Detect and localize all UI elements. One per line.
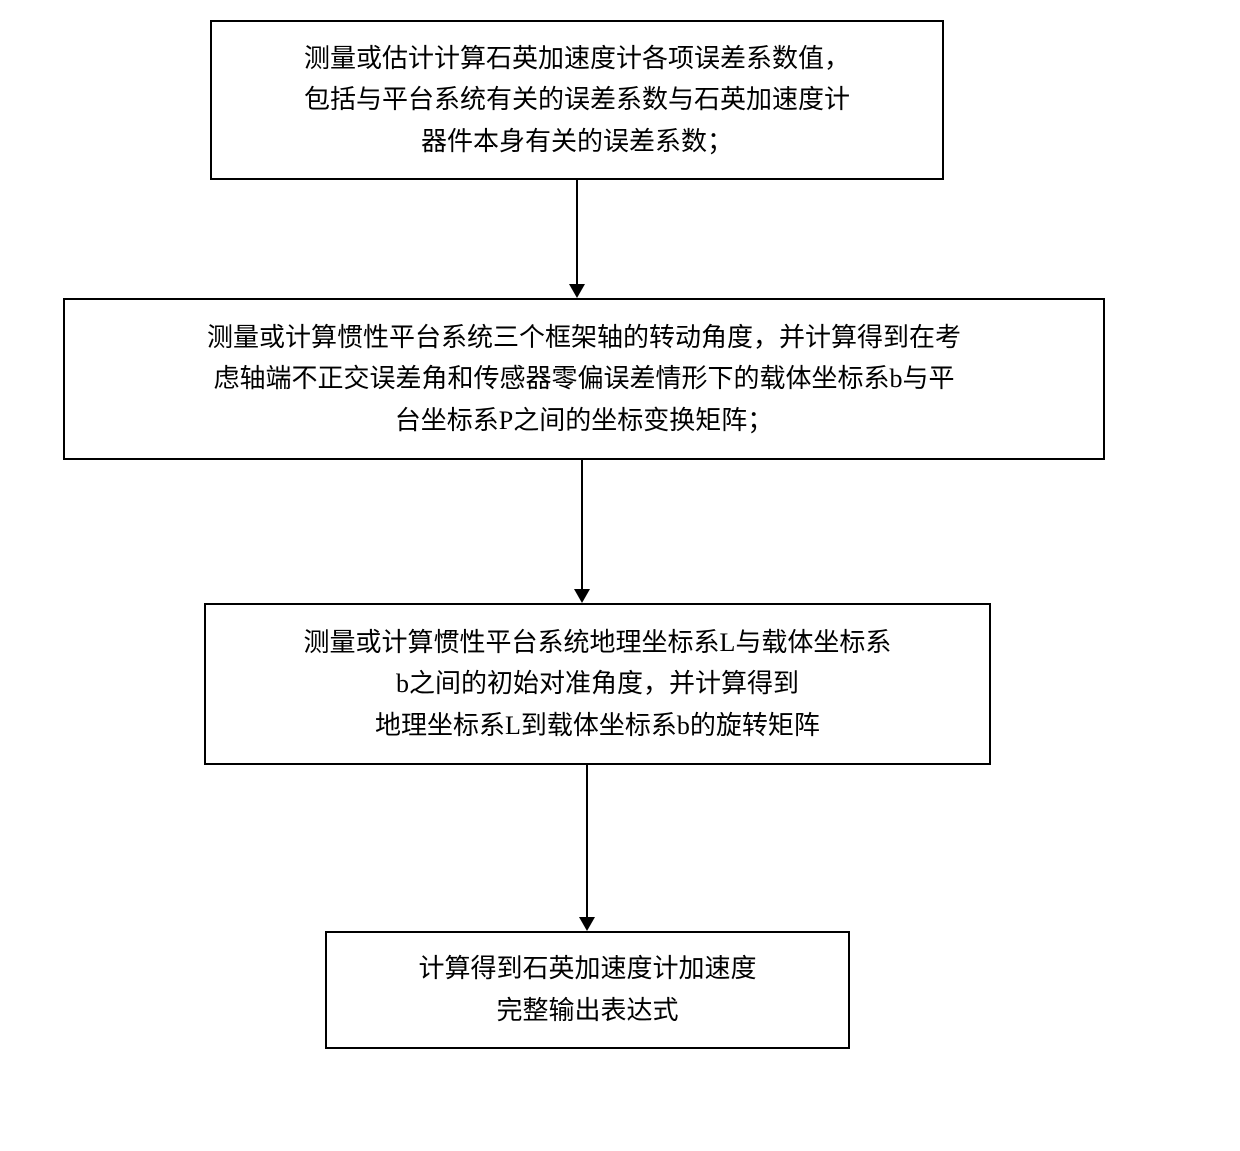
arrow-2-head bbox=[574, 589, 590, 603]
box-2-text: 测量或计算惯性平台系统三个框架轴的转动角度，并计算得到在考虑轴端不正交误差角和传… bbox=[207, 317, 961, 442]
arrow-3-line bbox=[586, 765, 588, 917]
flowchart-box-1: 测量或估计计算石英加速度计各项误差系数值，包括与平台系统有关的误差系数与石英加速… bbox=[210, 20, 944, 180]
box-1-text: 测量或估计计算石英加速度计各项误差系数值，包括与平台系统有关的误差系数与石英加速… bbox=[304, 38, 850, 163]
flowchart-box-3: 测量或计算惯性平台系统地理坐标系L与载体坐标系b之间的初始对准角度，并计算得到地… bbox=[204, 603, 991, 765]
arrow-1-line bbox=[576, 180, 578, 284]
flowchart-box-4: 计算得到石英加速度计加速度完整输出表达式 bbox=[325, 931, 850, 1049]
box-4-text: 计算得到石英加速度计加速度完整输出表达式 bbox=[418, 948, 756, 1031]
flowchart-box-2: 测量或计算惯性平台系统三个框架轴的转动角度，并计算得到在考虑轴端不正交误差角和传… bbox=[63, 298, 1105, 460]
arrow-3-head bbox=[579, 917, 595, 931]
arrow-1-head bbox=[569, 284, 585, 298]
flowchart-container: 测量或估计计算石英加速度计各项误差系数值，包括与平台系统有关的误差系数与石英加速… bbox=[0, 0, 1240, 1151]
arrow-2-line bbox=[581, 460, 583, 589]
box-3-text: 测量或计算惯性平台系统地理坐标系L与载体坐标系b之间的初始对准角度，并计算得到地… bbox=[304, 622, 892, 747]
